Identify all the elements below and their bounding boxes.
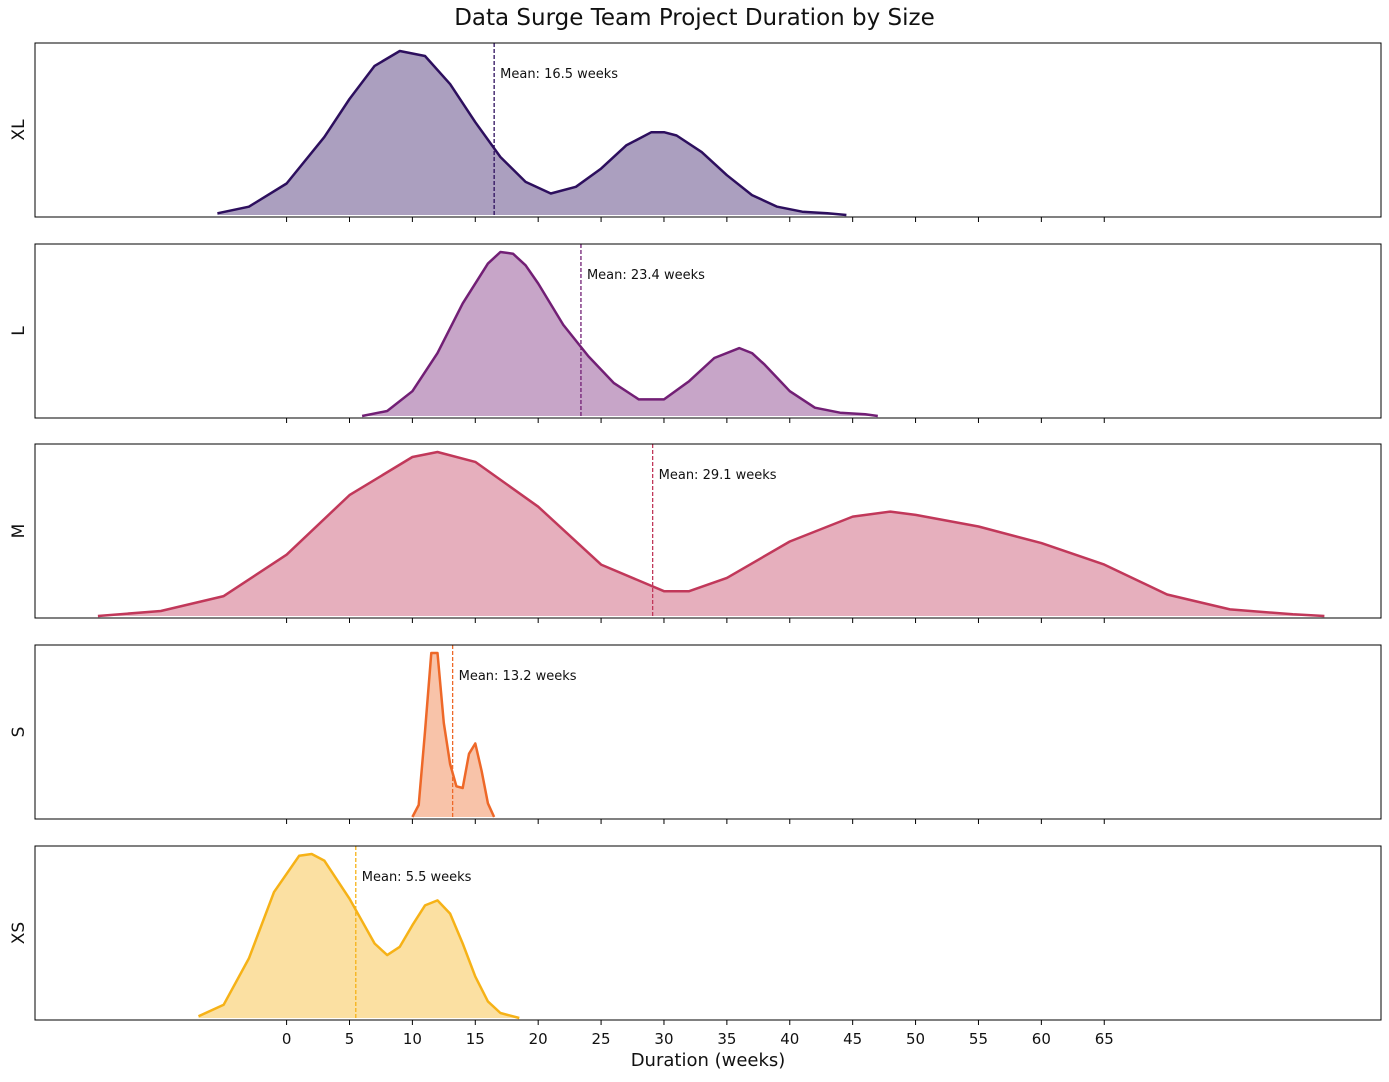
panel-frame-s <box>34 644 1382 820</box>
panel-frame-l <box>34 243 1382 419</box>
y-label-xl: XL <box>9 119 29 141</box>
chart-title: Data Surge Team Project Duration by Size <box>454 5 935 31</box>
mean-label-xs: Mean: 5.5 weeks <box>362 870 472 885</box>
x-tick-label: 35 <box>717 1030 736 1048</box>
y-label-m: M <box>9 524 29 539</box>
x-axis-label: Duration (weeks) <box>630 1050 786 1071</box>
x-tick-label: 65 <box>1095 1030 1114 1048</box>
density-area-m <box>97 452 1325 616</box>
mean-label-l: Mean: 23.4 weeks <box>587 268 705 283</box>
density-area-l <box>362 252 878 416</box>
density-line-m <box>97 450 1325 618</box>
density-area-s <box>412 653 495 817</box>
mean-label-s: Mean: 13.2 weeks <box>459 669 577 684</box>
x-tick-label: 5 <box>345 1030 355 1048</box>
x-tick-label: 20 <box>529 1030 548 1048</box>
x-tick-label: 15 <box>466 1030 485 1048</box>
mean-label-xl: Mean: 16.5 weeks <box>500 67 618 82</box>
density-line-xs <box>197 852 520 1020</box>
y-label-l: L <box>9 326 29 336</box>
density-line-s <box>411 651 496 818</box>
x-tick-label: 30 <box>654 1030 673 1048</box>
panel-frame-xl <box>34 42 1382 218</box>
mean-label-m: Mean: 29.1 weeks <box>659 468 777 483</box>
x-tick-label: 45 <box>843 1030 862 1048</box>
x-tick-label: 55 <box>969 1030 988 1048</box>
x-tick-label: 10 <box>403 1030 422 1048</box>
density-area-xs <box>198 854 520 1018</box>
x-tick-label: 25 <box>592 1030 611 1048</box>
x-tick-label: 0 <box>282 1030 292 1048</box>
density-line-xl <box>217 49 847 217</box>
density-area-xl <box>217 51 847 215</box>
panel-frame-xs <box>34 845 1382 1021</box>
x-tick-label: 60 <box>1032 1030 1051 1048</box>
y-label-s: S <box>9 727 29 738</box>
density-line-l <box>361 250 878 418</box>
y-label-xs: XS <box>9 922 29 944</box>
panel-frame-m <box>34 443 1382 619</box>
x-tick-label: 50 <box>906 1030 925 1048</box>
x-tick-label: 40 <box>780 1030 799 1048</box>
